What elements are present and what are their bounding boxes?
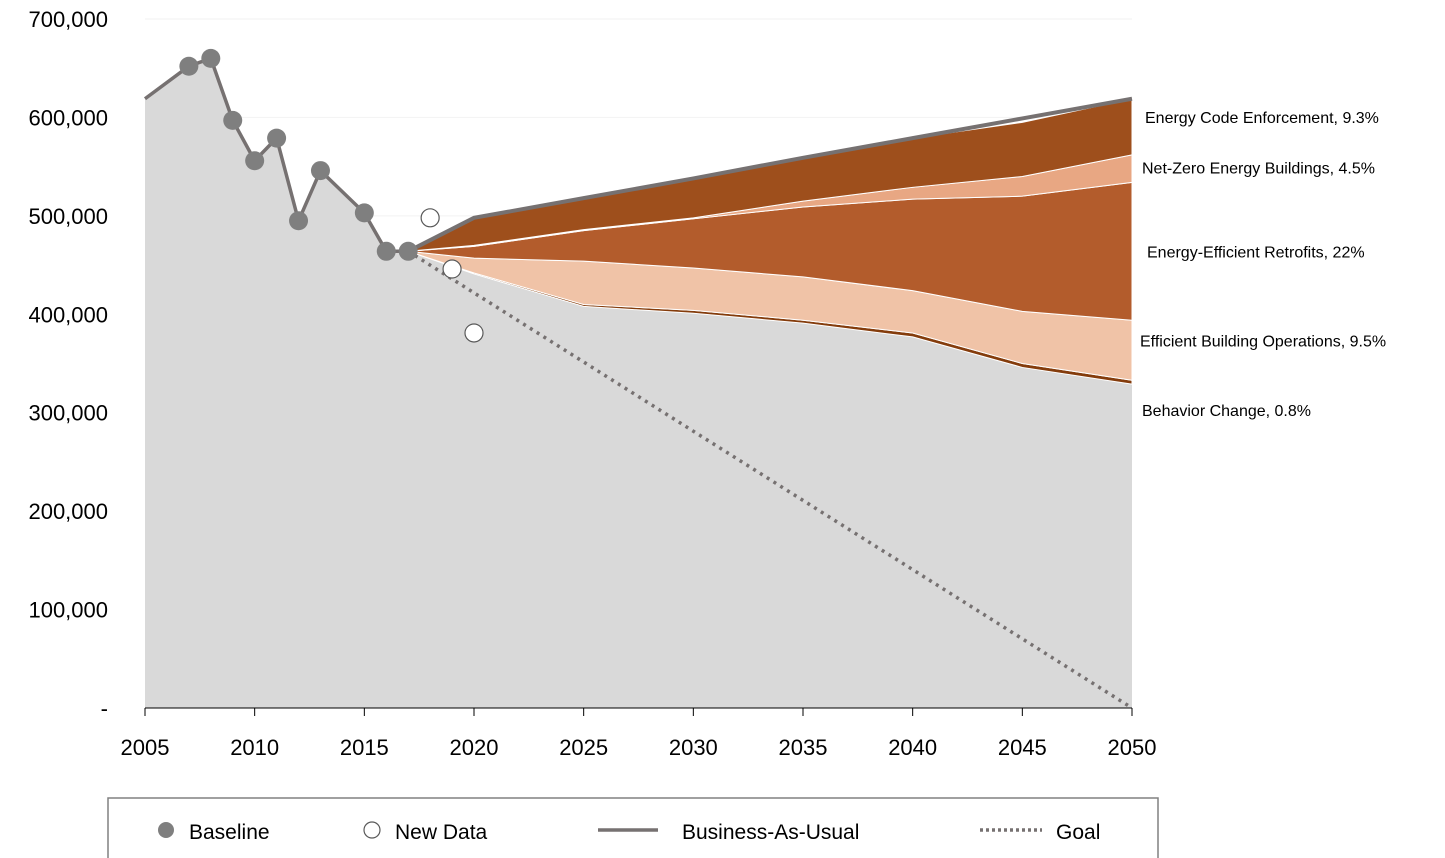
x-tick-label: 2030 [669,735,718,760]
x-tick-label: 2010 [230,735,279,760]
legend-goal-label: Goal [1056,821,1100,844]
baseline-marker [223,110,243,130]
y-tick-label: 600,000 [28,105,108,130]
y-tick-label: 500,000 [28,204,108,229]
baseline-marker [376,241,396,261]
baseline-marker [398,241,418,261]
baseline-marker [310,161,330,181]
baseline-marker [289,211,309,231]
stacked-areas [145,58,1133,708]
markers [179,48,484,343]
legend-baseline-marker [158,822,174,838]
x-tick-label: 2020 [450,735,499,760]
x-tick-label: 2050 [1108,735,1157,760]
new-data-marker [442,259,462,279]
legend-new-data-label: New Data [395,821,488,844]
y-tick-label: - [101,696,108,721]
x-tick-label: 2005 [121,735,170,760]
axes: - 100,000 200,000 300,000 400,000 500,000 600,… [28,7,1156,760]
baseline-marker [354,203,374,223]
baseline-marker [201,48,221,68]
x-tick-label: 2025 [559,735,608,760]
behavior-change-label: Behavior Change, 0.8% [1142,403,1311,420]
remaining-emissions-area [145,58,1132,708]
baseline-marker [179,56,199,76]
legend-baseline-label: Baseline [189,821,270,844]
x-tick-label: 2045 [998,735,1047,760]
energy-efficient-retrofits-label: Energy-Efficient Retrofits, 22% [1147,244,1365,261]
new-data-marker [464,323,484,343]
efficient-building-operations-label: Efficient Building Operations, 9.5% [1140,333,1386,350]
legend: Baseline New Data Business-As-Usual Goal [107,797,1159,858]
business-as-usual-line [407,96,1133,254]
y-tick-label: 200,000 [28,499,108,524]
legend-new-data-marker [363,821,381,839]
x-tick-label: 2040 [888,735,937,760]
area-labels: Behavior Change, 0.8% Efficient Building … [1140,110,1386,420]
new-data-marker [420,208,440,228]
legend-box [107,797,1159,858]
energy-code-enforcement-label: Energy Code Enforcement, 9.3% [1145,110,1379,127]
net-zero-energy-buildings-label: Net-Zero Energy Buildings, 4.5% [1142,161,1375,178]
goal-line [407,249,1133,710]
y-tick-label: 300,000 [28,401,108,426]
baseline-marker [267,128,287,148]
y-tick-label: 400,000 [28,302,108,327]
legend-business-as-usual-label: Business-As-Usual [682,821,859,844]
y-tick-label: 100,000 [28,598,108,623]
x-tick-label: 2035 [779,735,828,760]
x-tick-label: 2015 [340,735,389,760]
baseline-marker [245,151,265,171]
y-tick-label: 700,000 [28,7,108,32]
